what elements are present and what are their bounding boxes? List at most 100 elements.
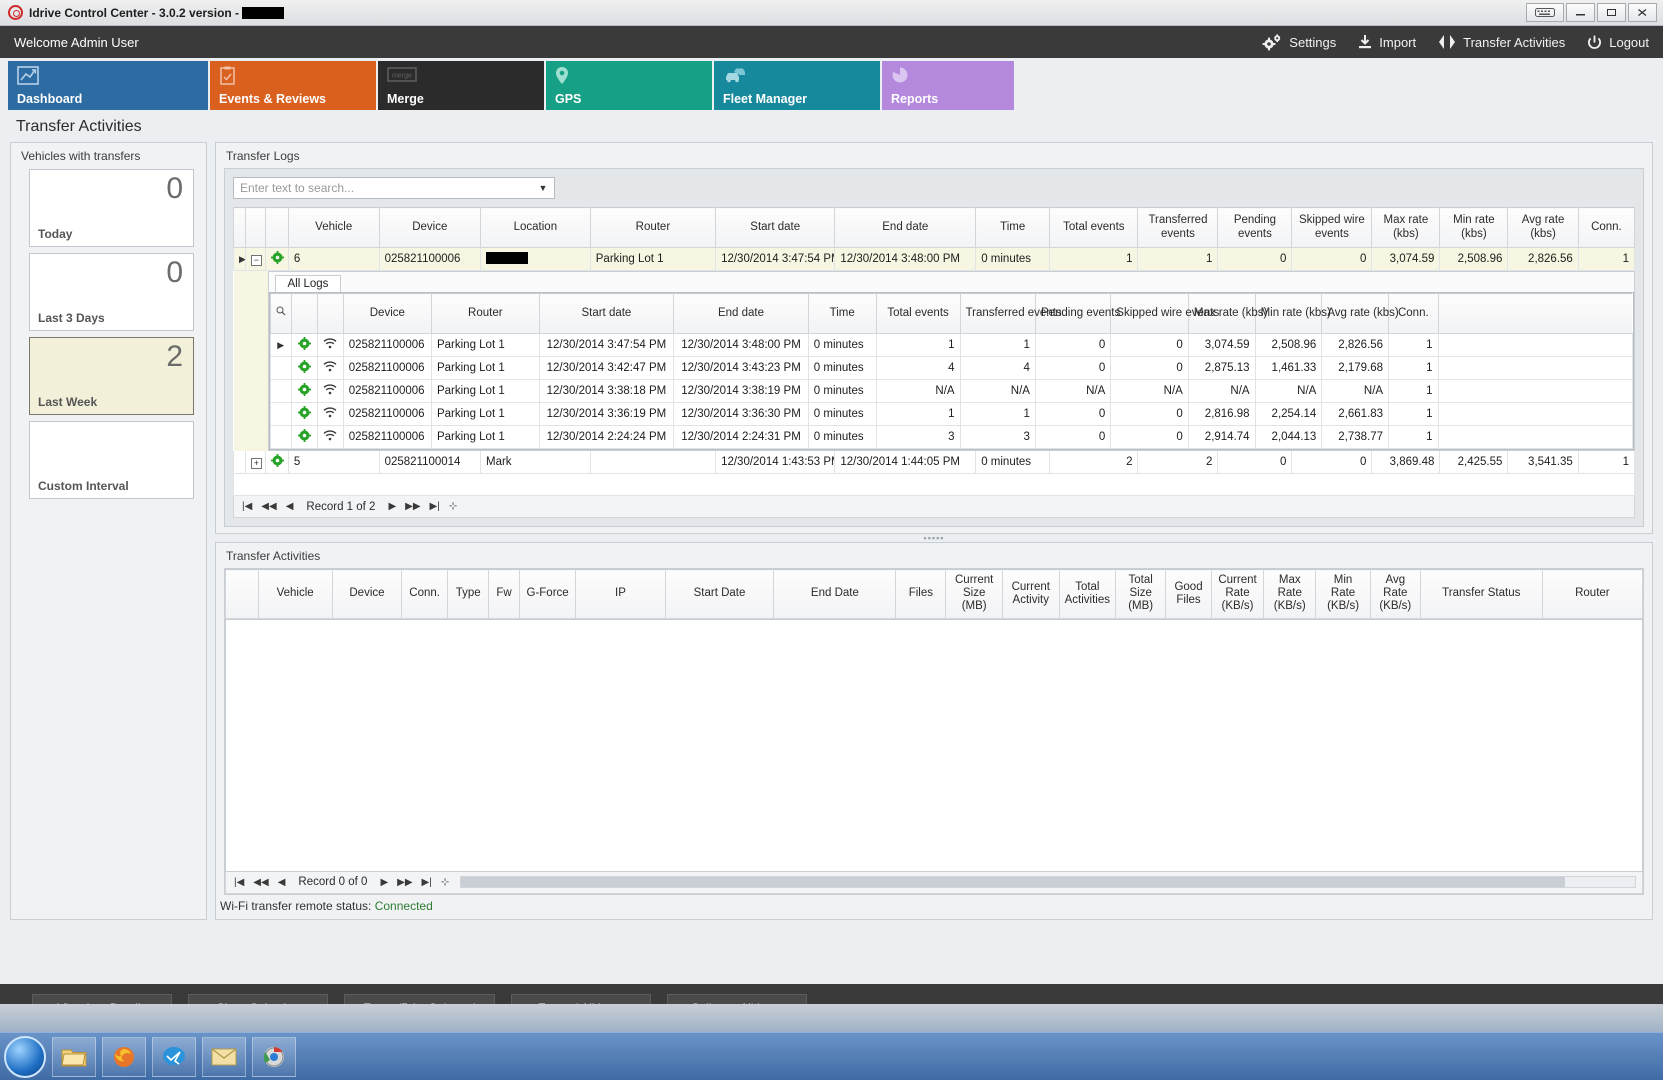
th-detail-status[interactable]: [291, 293, 318, 334]
th-start-date[interactable]: Start date: [715, 207, 836, 248]
ta-th-current-size[interactable]: Current Size (MB): [945, 569, 1003, 619]
th-detail-avg-rate[interactable]: Avg rate (kbs): [1321, 293, 1399, 334]
window-controls[interactable]: [1526, 3, 1659, 22]
list-item[interactable]: 025821100006 Parking Lot 1 12/30/2014 2:…: [269, 425, 1633, 449]
list-item[interactable]: ▶ 025821100006 Parking Lot 1 12/30/2014 …: [269, 333, 1633, 357]
th-max-rate[interactable]: Max rate (kbs): [1371, 207, 1441, 248]
pager-step-prev-button[interactable]: ◀: [285, 501, 294, 512]
ta-pager-prev-button[interactable]: ◀◀: [253, 876, 269, 888]
nav-tile-dashboard[interactable]: Dashboard: [8, 61, 208, 110]
transfer-logs-pager[interactable]: |◀ ◀◀ ◀ Record 1 of 2 ▶ ▶▶ ▶| ⊹: [233, 496, 1635, 518]
ta-th-fw[interactable]: Fw: [488, 569, 520, 619]
th-detail-transferred-events[interactable]: Transferred events: [959, 293, 1062, 334]
nav-tile-gps[interactable]: GPS: [546, 61, 712, 110]
list-item[interactable]: 025821100006 Parking Lot 1 12/30/2014 3:…: [269, 379, 1633, 403]
sidebar-card-last-week[interactable]: 2 Last Week: [29, 337, 194, 415]
nav-tile-reports[interactable]: Reports: [882, 61, 1014, 110]
row-expander-collapse[interactable]: −: [244, 247, 267, 271]
nav-tile-merge[interactable]: merge Merge: [378, 61, 544, 110]
list-item[interactable]: 025821100006 Parking Lot 1 12/30/2014 3:…: [269, 356, 1633, 380]
th-detail-end-date[interactable]: End date: [673, 293, 809, 334]
ta-th-current-rate[interactable]: Current Rate (KB/s): [1210, 569, 1265, 619]
pager-step-next-button[interactable]: ▶: [388, 501, 397, 512]
header-logout-button[interactable]: Logout: [1587, 35, 1649, 50]
nav-tile-fleet-manager[interactable]: Fleet Manager: [714, 61, 880, 110]
ta-th-gforce[interactable]: G-Force: [518, 569, 577, 619]
th-conn[interactable]: Conn.: [1577, 207, 1636, 248]
th-avg-rate[interactable]: Avg rate (kbs): [1507, 207, 1579, 248]
th-total-events[interactable]: Total events: [1049, 207, 1139, 248]
close-button[interactable]: [1628, 3, 1657, 22]
th-detail-search[interactable]: [269, 293, 293, 334]
ta-th-max-rate[interactable]: Max Rate (KB/s): [1263, 569, 1317, 619]
chevron-down-icon[interactable]: ▼: [538, 183, 548, 193]
sidebar-card-custom-interval[interactable]: Custom Interval: [29, 421, 194, 499]
ta-pager-next-button[interactable]: ▶▶: [397, 876, 413, 888]
minimize-button[interactable]: [1566, 3, 1595, 22]
nav-tile-events-reviews[interactable]: Events & Reviews: [210, 61, 376, 110]
ta-th-avg-rate[interactable]: Avg Rate (KB/s): [1369, 569, 1421, 619]
ta-pager-add-button[interactable]: ⊹: [440, 876, 450, 888]
table-row[interactable]: ▶ − 6 025821100006 Parking Lot 1 12/30/2…: [233, 247, 1636, 271]
th-transferred-events[interactable]: Transferred events: [1137, 207, 1219, 248]
th-vehicle[interactable]: Vehicle: [287, 207, 380, 248]
ta-pager-step-prev-button[interactable]: ◀: [277, 876, 286, 888]
header-transfer-activities-button[interactable]: Transfer Activities: [1438, 34, 1565, 50]
table-row[interactable]: + 5 025821100014 Mark 12/30/2014 1:43:53…: [233, 451, 1636, 474]
transfer-activities-pager[interactable]: |◀ ◀◀ ◀ Record 0 of 0 ▶ ▶▶ ▶| ⊹: [225, 871, 1643, 894]
ta-th-indicator[interactable]: [225, 569, 259, 619]
th-detail-max-rate[interactable]: Max rate (kbs): [1187, 293, 1267, 334]
th-status[interactable]: [265, 207, 289, 248]
ta-th-router[interactable]: Router: [1541, 569, 1644, 619]
th-detail-start-date[interactable]: Start date: [538, 293, 675, 334]
ta-th-current-activity[interactable]: Current Activity: [1001, 569, 1060, 619]
th-pending-events[interactable]: Pending events: [1217, 207, 1293, 248]
ta-th-device[interactable]: Device: [331, 569, 403, 619]
th-detail-pending-events[interactable]: Pending events: [1034, 293, 1120, 334]
th-skipped-wire-events[interactable]: Skipped wire events: [1291, 207, 1373, 248]
ta-th-vehicle[interactable]: Vehicle: [257, 569, 333, 619]
sidebar-card-last-3-days[interactable]: 0 Last 3 Days: [29, 253, 194, 331]
th-detail-time[interactable]: Time: [807, 293, 877, 334]
th-row-indicator[interactable]: [233, 207, 246, 248]
th-detail-skipped-wire-events[interactable]: Skipped wire events: [1110, 293, 1219, 334]
chrome-icon[interactable]: [252, 1036, 296, 1077]
th-min-rate[interactable]: Min rate (kbs): [1439, 207, 1509, 248]
ta-pager-first-button[interactable]: |◀: [234, 876, 245, 888]
th-detail-conn-icon[interactable]: [316, 293, 344, 334]
th-detail-device[interactable]: Device: [342, 293, 432, 334]
ta-th-type[interactable]: Type: [446, 569, 490, 619]
messenger-icon[interactable]: [152, 1036, 196, 1077]
ta-th-good-files[interactable]: Good Files: [1165, 569, 1212, 619]
outlook-icon[interactable]: [202, 1036, 246, 1077]
header-import-button[interactable]: Import: [1358, 34, 1416, 50]
search-input[interactable]: [238, 180, 536, 196]
ta-th-conn[interactable]: Conn.: [401, 569, 448, 619]
header-settings-button[interactable]: Settings: [1262, 33, 1336, 51]
maximize-button[interactable]: [1597, 3, 1626, 22]
list-item[interactable]: 025821100006 Parking Lot 1 12/30/2014 3:…: [269, 402, 1633, 426]
ta-th-start-date[interactable]: Start Date: [664, 569, 775, 619]
th-device[interactable]: Device: [378, 207, 481, 248]
ta-pager-last-button[interactable]: ▶|: [421, 876, 432, 888]
keyboard-button[interactable]: [1526, 3, 1564, 22]
ta-pager-step-next-button[interactable]: ▶: [380, 876, 389, 888]
ta-th-ip[interactable]: IP: [575, 569, 666, 619]
th-router[interactable]: Router: [589, 207, 717, 248]
start-orb[interactable]: [4, 1035, 46, 1078]
horizontal-scrollbar[interactable]: [460, 876, 1636, 889]
ta-th-total-size[interactable]: Total Size (MB): [1115, 569, 1167, 619]
ta-th-end-date[interactable]: End Date: [773, 569, 897, 619]
ta-th-files[interactable]: Files: [895, 569, 947, 619]
pager-add-button[interactable]: ⊹: [448, 501, 458, 512]
tab-all-logs[interactable]: All Logs: [274, 275, 342, 292]
ta-th-total-activities[interactable]: Total Activities: [1058, 569, 1117, 619]
explorer-icon[interactable]: [52, 1036, 96, 1077]
ta-th-min-rate[interactable]: Min Rate (KB/s): [1315, 569, 1371, 619]
sidebar-card-today[interactable]: 0 Today: [29, 169, 194, 247]
pager-last-button[interactable]: ▶|: [429, 501, 440, 512]
pager-prev-button[interactable]: ◀◀: [261, 501, 277, 512]
ta-th-transfer-status[interactable]: Transfer Status: [1419, 569, 1543, 619]
th-location[interactable]: Location: [479, 207, 591, 248]
th-time[interactable]: Time: [975, 207, 1051, 248]
